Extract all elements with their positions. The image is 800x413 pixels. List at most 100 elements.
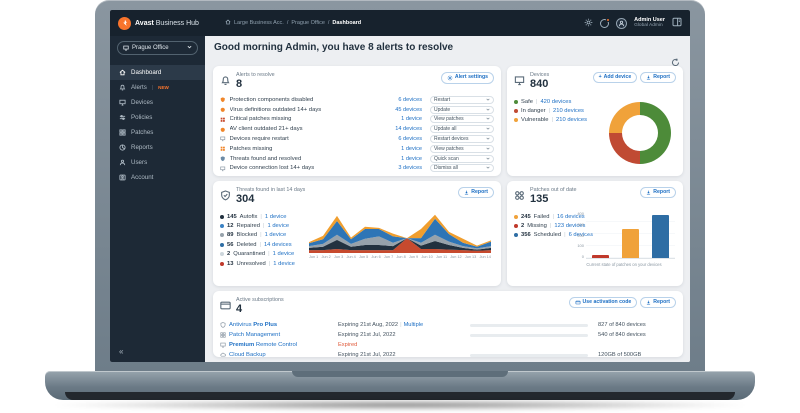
report-button[interactable]: Report <box>640 187 676 199</box>
sidebar-item-users[interactable]: Users <box>110 155 205 170</box>
devices-link[interactable]: 45 devices <box>395 106 422 113</box>
devices-link[interactable]: 1 device <box>401 155 422 162</box>
legend-dot <box>514 118 518 123</box>
alert-row: Virus definitions outdated 14+ days 45 d… <box>220 105 494 115</box>
action-dropdown[interactable]: Dismiss all <box>430 164 494 173</box>
legend-devices-link[interactable]: 14 devices <box>263 241 292 248</box>
docs-panel-icon[interactable] <box>672 14 682 32</box>
card-title: Patches out of date <box>530 187 577 193</box>
report-button[interactable]: Report <box>640 72 676 84</box>
legend-devices-link[interactable]: 1 device <box>264 232 287 239</box>
legend-devices-link[interactable]: 1 device <box>272 251 295 258</box>
legend-devices-link[interactable]: 210 devices <box>553 108 584 115</box>
devices-link[interactable]: 14 devices <box>395 126 422 133</box>
main-content: Good morning Admin, you have 8 alerts to… <box>205 36 690 362</box>
site-selector[interactable]: Prague Office <box>117 41 198 55</box>
sidebar-item-alerts[interactable]: Alerts | NEW <box>110 80 205 95</box>
legend-row: 56 Deleted | 14 devices <box>220 240 308 249</box>
action-dropdown[interactable]: Update all <box>430 125 494 134</box>
devices-link[interactable]: 3 devices <box>398 165 422 172</box>
use-activation-code-button[interactable]: Use activation code <box>568 297 638 309</box>
legend-row: 13 Unresolved | 1 device <box>220 259 308 268</box>
usage-text: 120GB of 500GB <box>598 352 642 358</box>
product-link[interactable]: Patch Management <box>220 332 338 338</box>
av-client-icon <box>220 127 226 133</box>
product-link[interactable]: Antivirus Pro Plus <box>220 322 338 328</box>
alert-settings-button[interactable]: Alert settings <box>440 72 494 84</box>
collapse-sidebar-button[interactable]: « <box>119 347 124 356</box>
bar-plot <box>586 211 675 259</box>
devices-link[interactable]: 1 device <box>401 145 422 152</box>
multiple-link[interactable]: Multiple <box>403 322 424 328</box>
legend-row: 145 Autofix | 1 device <box>220 212 308 221</box>
notifications-icon[interactable] <box>600 17 611 28</box>
avatar[interactable] <box>616 17 628 29</box>
legend-dot <box>514 233 518 238</box>
brand-logo[interactable]: Avast Business Hub <box>118 16 199 30</box>
x-tick-label: Jun 5 <box>358 255 369 259</box>
legend-row: In danger | 210 devices <box>514 106 676 115</box>
chevron-down-icon <box>486 126 490 132</box>
action-dropdown[interactable]: Quick scan <box>430 154 494 163</box>
sidebar-item-devices[interactable]: Devices <box>110 95 205 110</box>
action-dropdown[interactable]: Update <box>430 105 494 114</box>
action-dropdown[interactable]: Restart devices <box>430 135 494 144</box>
legend-devices-link[interactable]: 1 device <box>273 260 295 267</box>
x-tick-label: Jun 1 <box>309 255 319 259</box>
home-icon[interactable] <box>225 19 231 27</box>
devices-link[interactable]: 6 devices <box>398 96 422 103</box>
report-button[interactable]: Report <box>458 187 494 199</box>
action-dropdown[interactable]: View patches <box>430 144 494 153</box>
y-axis-labels: 400 300 200 100 0 <box>573 211 586 259</box>
top-bar-actions: Admin User Global Admin <box>584 14 682 32</box>
chevron-down-icon <box>486 136 490 142</box>
sidebar-item-reports[interactable]: Reports <box>110 140 205 155</box>
legend-devices-link[interactable]: 16 devices <box>556 213 585 220</box>
sidebar-item-patches[interactable]: Patches <box>110 125 205 140</box>
devices-link[interactable]: 6 devices <box>398 136 422 143</box>
card-title: Alerts to resolve <box>236 72 275 78</box>
action-dropdown[interactable]: View patches <box>430 115 494 124</box>
legend-devices-link[interactable]: 1 device <box>267 223 290 230</box>
new-badge: NEW <box>158 85 169 90</box>
legend-dot <box>514 224 518 229</box>
patch-grid-icon <box>220 117 226 123</box>
area-series-deleted <box>309 218 491 249</box>
legend-row: Safe | 420 devices <box>514 97 676 106</box>
user-info[interactable]: Admin User Global Admin <box>634 17 665 29</box>
product-link[interactable]: Premium Remote Control <box>220 342 338 348</box>
x-tick-label: Jun 10 <box>421 255 433 259</box>
laptop-shadow <box>55 400 745 410</box>
legend-devices-link[interactable]: 210 devices <box>556 117 587 124</box>
legend-devices-link[interactable]: 1 device <box>264 213 287 220</box>
add-device-button[interactable]: + Add device <box>592 72 638 84</box>
bar-scheduled <box>651 215 669 258</box>
legend-row: Vulnerable | 210 devices <box>514 116 676 125</box>
subscriptions-count: 4 <box>236 303 243 315</box>
x-tick-label: Jun 12 <box>450 255 462 259</box>
y-tick-label: 200 <box>577 232 584 238</box>
card-title: Devices <box>530 72 550 78</box>
devices-link[interactable]: 1 device <box>401 116 422 123</box>
legend-devices-link[interactable]: 420 devices <box>540 98 572 105</box>
usage-text: 827 of 840 devices <box>598 322 646 328</box>
legend-devices-link[interactable]: 123 devices <box>554 223 586 230</box>
legend-dot <box>220 224 224 229</box>
sidebar-item-dashboard[interactable]: Dashboard <box>110 65 205 80</box>
breadcrumb-item[interactable]: Large Business Acc. <box>233 20 284 26</box>
sidebar-item-account[interactable]: Account <box>110 170 205 185</box>
action-dropdown[interactable]: Restart <box>430 95 494 104</box>
x-tick-label: Jun 3 <box>333 255 344 259</box>
x-tick-label: Jun 4 <box>346 255 356 259</box>
report-button[interactable]: Report <box>640 297 676 309</box>
home-icon <box>119 69 126 76</box>
settings-gear-icon[interactable] <box>584 14 593 32</box>
breadcrumb-item[interactable]: Prague Office <box>291 20 325 26</box>
product-link[interactable]: Cloud Backup <box>220 352 338 358</box>
y-tick-label: 300 <box>577 221 584 227</box>
refresh-icon[interactable] <box>671 54 680 72</box>
alerts-count: 8 <box>236 78 243 90</box>
sidebar-item-policies[interactable]: Policies <box>110 110 205 125</box>
legend-devices-link[interactable]: 6 devices <box>568 232 594 239</box>
download-icon <box>647 190 651 195</box>
